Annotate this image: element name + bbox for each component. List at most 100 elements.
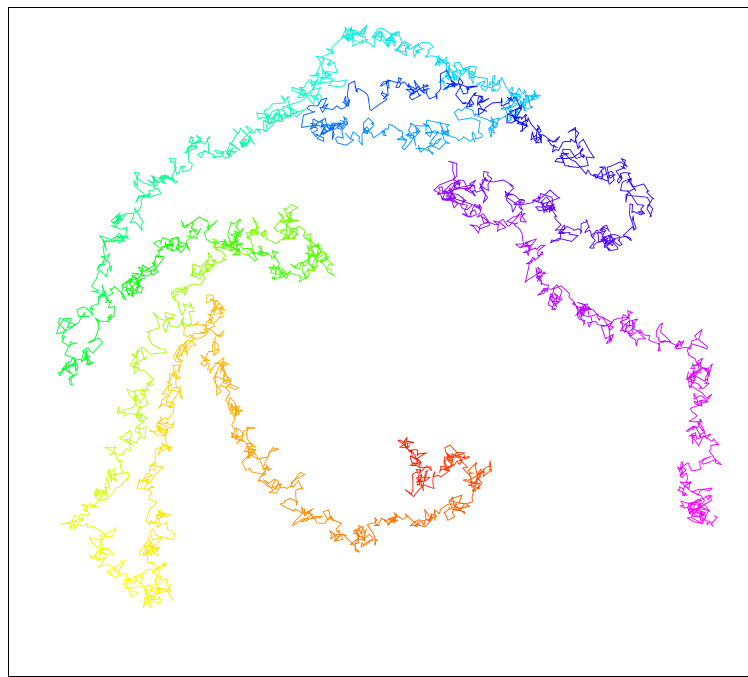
walk-segment	[245, 108, 286, 135]
walk-segment	[397, 436, 427, 468]
walk-segment	[677, 484, 713, 511]
walk-segment	[506, 107, 529, 132]
walk-segment	[116, 388, 147, 446]
walk-segment	[579, 307, 630, 344]
walk-segment	[308, 55, 348, 88]
walk-segment	[508, 86, 541, 106]
walk-segment	[224, 125, 255, 156]
walk-segment	[133, 171, 178, 203]
walk-segment	[122, 568, 163, 597]
walk-segment	[371, 27, 401, 48]
walk-segment	[462, 460, 492, 489]
walk-segment	[527, 117, 569, 153]
walk-segment	[532, 193, 557, 214]
walk-segment	[404, 459, 432, 498]
walk-segment	[366, 512, 422, 546]
walk-segment	[679, 499, 710, 524]
walk-segment	[152, 236, 191, 253]
walk-segment	[90, 239, 113, 300]
walk-segment	[537, 284, 577, 311]
walk-segment	[434, 69, 479, 105]
walk-segment	[444, 61, 477, 85]
walk-segment	[142, 585, 162, 609]
walk-segment	[601, 230, 632, 252]
walk-segment	[263, 95, 306, 124]
walk-segment	[506, 216, 546, 260]
walk-segment	[619, 310, 655, 347]
walk-segment	[433, 161, 473, 200]
walk-segment	[535, 206, 590, 244]
walk-segment	[59, 496, 107, 539]
walk-segment	[441, 187, 482, 218]
walk-segment	[200, 341, 231, 374]
walk-segment	[145, 505, 176, 545]
walk-segment	[135, 244, 175, 286]
walk-segment	[625, 189, 655, 232]
walk-segment	[155, 380, 184, 431]
walk-segment	[136, 449, 164, 507]
walk-segment	[93, 471, 130, 502]
walk-segment	[415, 121, 450, 155]
walk-segment	[349, 524, 378, 551]
walk-segment	[110, 187, 162, 231]
walk-segment	[291, 79, 323, 106]
walk-segment	[346, 76, 402, 112]
walk-segment	[57, 322, 79, 386]
walk-segment	[56, 291, 107, 335]
walk-segment	[268, 250, 309, 283]
walk-segment	[690, 507, 718, 527]
walk-segment	[188, 313, 225, 352]
walk-segment	[212, 362, 240, 396]
walk-segment	[654, 322, 709, 352]
walk-segment	[395, 79, 436, 101]
walk-segment	[443, 444, 470, 475]
walk-segment	[97, 560, 143, 598]
walk-segment	[273, 204, 299, 240]
walk-segment	[686, 363, 713, 394]
walk-segment	[584, 224, 616, 249]
walk-segment	[104, 430, 133, 483]
walk-segment	[143, 561, 173, 602]
walk-segment	[87, 278, 135, 344]
walk-segment	[677, 456, 712, 490]
walk-segment	[443, 470, 481, 521]
walk-segment	[468, 72, 519, 103]
walk-segment	[409, 502, 471, 528]
walk-segment	[184, 259, 216, 297]
walk-segment	[416, 452, 466, 492]
walk-segment	[344, 117, 407, 146]
walk-segment	[396, 122, 438, 151]
walk-segment	[394, 36, 445, 61]
walk-segment	[606, 158, 650, 193]
walk-segment	[208, 237, 254, 264]
walk-segment	[230, 426, 259, 461]
walk-segment	[225, 392, 244, 439]
walk-segment	[245, 216, 296, 250]
walk-segment	[290, 237, 322, 280]
walk-segment	[206, 294, 226, 324]
walk-segment	[157, 144, 198, 184]
walk-segment	[133, 368, 154, 423]
walk-segment	[301, 95, 351, 140]
walk-segment	[488, 98, 518, 138]
walk-segment	[259, 471, 306, 506]
walk-segment	[99, 213, 129, 244]
walk-segment	[229, 238, 279, 262]
walk-segment	[88, 527, 117, 568]
walk-segment	[149, 426, 173, 457]
walk-segment	[554, 127, 595, 168]
walk-segment	[688, 422, 722, 466]
walk-segment	[121, 272, 148, 298]
walk-segment	[304, 243, 336, 277]
walk-segment	[340, 24, 380, 47]
walk-segment	[282, 223, 328, 264]
walk-segment	[465, 170, 514, 204]
walk-segment	[322, 509, 360, 553]
walk-segment	[180, 216, 227, 249]
walk-segment	[279, 497, 334, 527]
walk-segment	[309, 116, 349, 142]
walk-segment	[157, 351, 184, 410]
walk-segment	[138, 536, 160, 563]
walk-segment	[524, 256, 549, 296]
